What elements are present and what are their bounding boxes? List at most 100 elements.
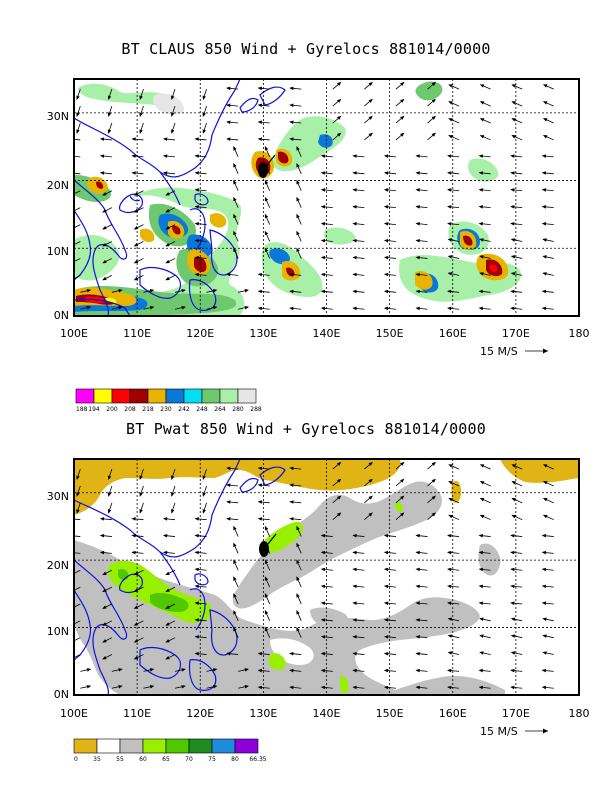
wind-arrowhead xyxy=(447,533,452,538)
wind-arrowhead xyxy=(400,81,405,86)
precipitable-water-fields xyxy=(74,459,579,695)
wind-arrowhead xyxy=(171,509,175,514)
lon-label: 120E xyxy=(186,327,214,340)
wind-arrowhead xyxy=(542,101,548,105)
graticule xyxy=(74,79,579,316)
lat-label: 10N xyxy=(47,625,69,638)
wind-arrowhead xyxy=(99,137,105,141)
wind-arrowhead xyxy=(383,685,389,690)
wind-arrowhead xyxy=(511,514,516,519)
wind-arrowhead xyxy=(415,289,420,294)
wind-arrowhead xyxy=(541,306,547,311)
wind-arrowhead xyxy=(400,132,405,137)
wind-arrowhead xyxy=(107,492,112,497)
wind-arrowhead xyxy=(194,601,199,605)
wind-arrowhead xyxy=(165,605,170,609)
wind-arrowhead xyxy=(320,567,326,572)
wind-arrowhead xyxy=(194,635,199,639)
wind-arrowhead xyxy=(233,196,237,202)
wind-arrowhead xyxy=(69,551,72,553)
wind-arrowhead xyxy=(107,95,112,101)
colorbar-swatch xyxy=(183,388,203,404)
colorbar-label: 264 xyxy=(214,406,226,413)
wind-arrowhead xyxy=(257,272,263,277)
colorbar-label: 188 xyxy=(76,406,88,413)
wind-arrowhead xyxy=(478,306,483,311)
wind-arrowhead xyxy=(479,118,485,122)
wind-arrowhead xyxy=(478,584,483,589)
wind-arrow xyxy=(74,654,81,659)
wind-arrowhead xyxy=(296,230,300,236)
wind-arrowhead xyxy=(212,305,218,310)
wind-arrowhead xyxy=(264,559,269,564)
wind-arrowhead xyxy=(415,567,420,572)
wind-arrowhead xyxy=(479,651,484,655)
wind-arrowhead xyxy=(226,517,231,521)
lat-label: 10N xyxy=(47,245,69,258)
wind-arrowhead xyxy=(431,512,436,517)
wind-arrowhead xyxy=(368,478,373,483)
wind-arrowhead xyxy=(542,255,547,259)
wind-arrowhead xyxy=(352,171,357,175)
wind-arrowhead xyxy=(296,196,300,202)
wind-arrowhead xyxy=(400,495,405,500)
wind-arrowhead xyxy=(448,498,453,502)
wind-arrowhead xyxy=(383,618,389,622)
wind-arrowhead xyxy=(447,668,452,673)
wind-arrowhead xyxy=(131,137,136,141)
wind-arrowhead xyxy=(139,112,143,117)
wind-arrowhead xyxy=(383,205,389,209)
wind-arrowhead xyxy=(511,135,516,139)
wind-arrowhead xyxy=(99,517,105,521)
wind-arrowhead xyxy=(383,567,389,572)
wind-arrowhead xyxy=(296,525,300,531)
lon-label: 100E xyxy=(60,327,88,340)
wind-arrowhead xyxy=(478,668,483,673)
wind-arrowhead xyxy=(510,255,516,259)
wind-arrowhead xyxy=(133,639,139,643)
wind-arrowhead xyxy=(149,668,155,672)
wind-arrowhead xyxy=(133,192,139,196)
colorbar-swatch xyxy=(188,738,213,754)
wind-arrowhead xyxy=(102,225,107,230)
lat-label: 20N xyxy=(47,559,69,572)
panel1-title: BT CLAUS 850 Wind + Gyrelocs 881014/0000 xyxy=(121,40,491,58)
wind-arrowhead xyxy=(320,651,326,656)
wind-arrowhead xyxy=(139,492,143,497)
wind-arrowhead xyxy=(162,533,168,538)
wind-arrowhead xyxy=(400,115,405,120)
wind-arrowhead xyxy=(162,171,168,175)
colorbar-swatch xyxy=(96,738,121,754)
wind-arrowhead xyxy=(510,171,515,175)
wind-arrowhead xyxy=(69,172,72,174)
wind-arrowhead xyxy=(320,289,326,294)
wind-arrowhead xyxy=(194,154,199,158)
wind-arrowhead xyxy=(289,466,294,471)
wind-arrowhead xyxy=(296,576,300,581)
wind-arrowhead xyxy=(336,478,342,483)
wind-arrowhead xyxy=(447,567,452,572)
lon-label: 170E xyxy=(502,327,530,340)
wind-arrowhead xyxy=(415,601,420,605)
wind-arrowhead xyxy=(510,601,515,605)
wind-arrowhead xyxy=(447,685,452,690)
wind-arrowhead xyxy=(447,634,453,638)
wind-arrowhead xyxy=(162,154,168,158)
wind-arrowhead xyxy=(383,601,389,605)
wind-arrowhead xyxy=(542,84,548,88)
pwat-colorbar: 0 35 55 60 65 70 75 80 66.35 xyxy=(73,738,267,763)
wind-arrow xyxy=(74,603,81,608)
map-frame xyxy=(73,78,580,317)
wind-arrow xyxy=(74,241,81,246)
wind-arrowhead xyxy=(383,255,389,260)
wind-vectors xyxy=(69,461,554,690)
wind-arrowhead xyxy=(226,500,231,504)
wind-arrowhead xyxy=(162,550,168,555)
wind-arrowhead xyxy=(511,481,516,485)
wind-arrowhead xyxy=(133,588,139,592)
wind-arrowhead xyxy=(171,95,175,101)
colorbar-label: 242 xyxy=(178,406,190,413)
wind-arrowhead xyxy=(510,306,515,311)
wind-arrowhead xyxy=(194,205,199,209)
wind-arrowhead xyxy=(226,651,231,656)
